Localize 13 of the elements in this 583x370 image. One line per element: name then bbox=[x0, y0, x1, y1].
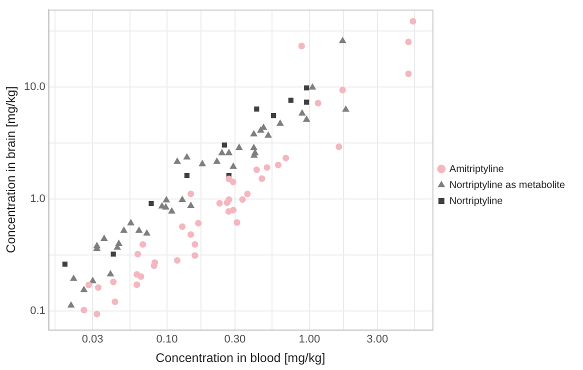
x-tick-label: 0.30 bbox=[224, 333, 246, 346]
y-tick-label: 1.0 bbox=[30, 193, 46, 206]
legend-label: Amitriptyline bbox=[449, 164, 504, 175]
y-tick-label: 10.0 bbox=[24, 80, 46, 93]
x-axis-title: Concentration in blood [mg/kg] bbox=[156, 350, 326, 365]
y-tick-label: 0.1 bbox=[30, 305, 46, 318]
legend-label: Nortriptyline bbox=[449, 196, 504, 207]
y-axis-title: Concentration in brain [mg/kg] bbox=[4, 86, 18, 254]
x-tick-label: 3.00 bbox=[366, 333, 388, 346]
x-tick-label: 0.03 bbox=[82, 333, 104, 346]
legend-label: Nortriptyline as metabolite bbox=[449, 180, 566, 191]
x-tick-label: 0.10 bbox=[156, 333, 178, 346]
x-tick-label: 1.00 bbox=[298, 333, 320, 346]
